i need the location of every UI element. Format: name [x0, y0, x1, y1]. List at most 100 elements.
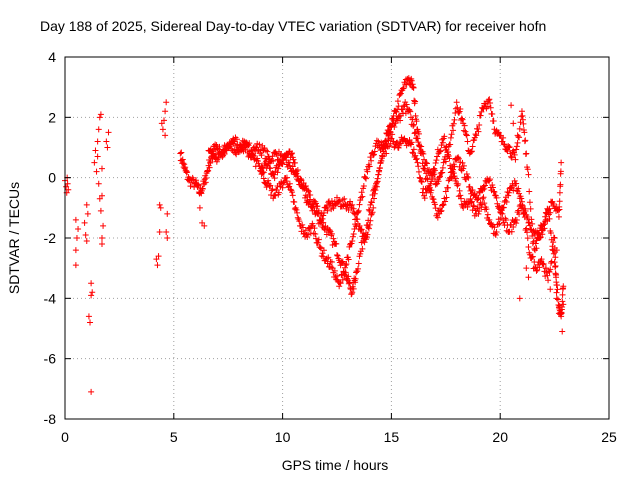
data-point — [473, 132, 480, 139]
data-point — [288, 151, 295, 158]
data-point — [350, 285, 357, 292]
data-point — [188, 179, 195, 186]
data-point — [476, 188, 483, 195]
data-point — [239, 145, 246, 152]
data-point — [447, 141, 454, 148]
data-point — [373, 137, 380, 144]
data-point — [275, 165, 282, 172]
data-point — [329, 201, 336, 208]
data-point — [158, 120, 165, 127]
data-point — [342, 262, 349, 269]
data-point — [521, 209, 528, 216]
data-point — [500, 141, 507, 148]
data-point — [428, 178, 435, 185]
data-point — [407, 140, 414, 147]
data-point — [334, 194, 340, 201]
data-point — [84, 210, 91, 217]
data-point — [526, 219, 533, 226]
data-point — [494, 200, 501, 207]
data-point — [541, 225, 548, 232]
data-point — [432, 181, 439, 188]
data-point — [370, 195, 377, 202]
data-point — [361, 239, 368, 246]
data-point — [440, 201, 447, 208]
data-point — [362, 235, 369, 241]
data-point — [156, 228, 163, 235]
data-point — [459, 159, 466, 166]
data-point — [551, 235, 558, 241]
x-tick-label: 10 — [275, 429, 291, 445]
data-point — [528, 216, 535, 223]
data-point — [366, 207, 373, 214]
data-point — [313, 207, 320, 214]
data-point — [379, 153, 386, 160]
data-point — [305, 188, 312, 195]
data-point — [556, 198, 563, 205]
data-point — [527, 205, 534, 212]
data-point — [260, 169, 267, 176]
data-point — [341, 195, 348, 202]
data-point — [484, 103, 491, 110]
data-point — [263, 184, 270, 191]
data-point — [315, 239, 322, 246]
data-point — [348, 240, 355, 247]
y-tick-label: -8 — [44, 411, 57, 427]
data-point — [366, 163, 373, 170]
data-point — [357, 227, 364, 234]
data-point — [460, 162, 467, 169]
data-point — [442, 198, 449, 205]
data-point — [349, 238, 356, 245]
data-point — [297, 176, 304, 183]
data-point — [542, 265, 549, 272]
data-point — [461, 122, 468, 129]
data-point — [459, 116, 466, 123]
data-point — [347, 241, 354, 248]
data-point — [548, 258, 555, 265]
data-point — [540, 260, 547, 267]
data-point — [555, 310, 562, 317]
data-point — [393, 109, 400, 116]
data-point — [312, 231, 319, 238]
data-point — [352, 275, 359, 282]
data-point — [433, 157, 440, 164]
data-point — [483, 206, 490, 213]
data-point — [533, 267, 540, 274]
data-point — [557, 181, 564, 188]
data-point — [449, 168, 456, 175]
data-point — [281, 155, 288, 162]
data-point — [437, 208, 444, 215]
data-point — [519, 202, 526, 209]
data-point — [452, 175, 459, 182]
data-point — [523, 265, 530, 272]
data-point — [406, 107, 413, 114]
data-point — [367, 217, 374, 224]
data-point — [333, 240, 340, 247]
data-point — [372, 187, 379, 194]
data-point — [423, 159, 430, 166]
data-point — [293, 206, 300, 213]
data-point — [528, 255, 535, 262]
data-point — [505, 144, 512, 151]
data-point — [525, 171, 532, 178]
data-point — [389, 131, 396, 138]
data-point — [249, 151, 256, 158]
data-point — [432, 159, 439, 166]
data-point — [503, 217, 510, 224]
data-point — [97, 111, 104, 118]
data-point — [559, 291, 566, 298]
data-point — [504, 188, 511, 195]
data-point — [328, 230, 335, 237]
data-point — [463, 132, 470, 139]
data-point — [497, 215, 504, 222]
data-point — [522, 137, 529, 144]
data-point — [546, 205, 553, 212]
data-point — [477, 112, 484, 119]
data-point — [159, 126, 166, 133]
data-point — [373, 183, 380, 190]
data-point — [334, 251, 340, 258]
data-point — [513, 146, 520, 153]
data-point — [455, 109, 462, 116]
data-point — [455, 155, 462, 162]
data-point — [374, 178, 381, 185]
data-point — [177, 150, 184, 157]
